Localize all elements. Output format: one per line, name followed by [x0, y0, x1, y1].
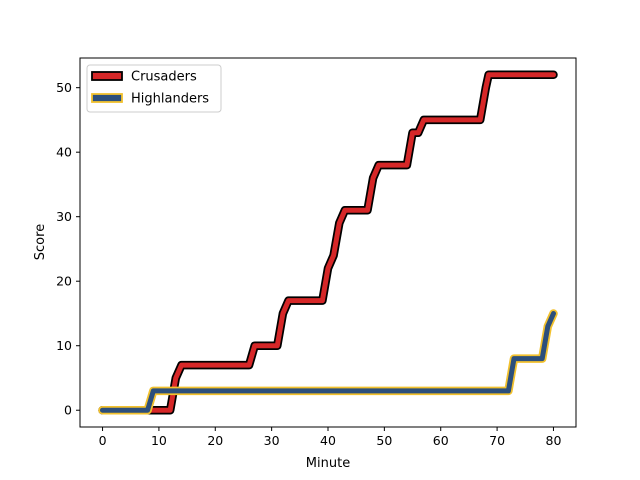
ticks-layer: 0 10 20 30 40 50 60 70 80 0 10 20 30 40 50	[56, 80, 561, 448]
legend-swatch	[91, 71, 123, 81]
x-tick-label: 0	[99, 433, 107, 448]
y-tick-label: 30	[56, 209, 72, 224]
y-tick-label: 20	[56, 274, 72, 289]
x-tick-label: 10	[151, 433, 167, 448]
legend-swatch	[91, 93, 123, 103]
y-axis-label: Score	[33, 224, 48, 260]
y-tick-label: 10	[56, 338, 72, 353]
legend-item-highlanders: Highlanders	[91, 92, 209, 107]
legend-label: Crusaders	[131, 70, 197, 85]
series-line	[100, 311, 556, 413]
series-crusaders	[98, 70, 558, 415]
legend-label: Highlanders	[131, 92, 209, 107]
x-tick-label: 40	[320, 433, 336, 448]
x-tick-label: 70	[489, 433, 505, 448]
x-tick-label: 60	[433, 433, 449, 448]
y-tick-label: 50	[56, 80, 72, 95]
x-axis-label: Minute	[306, 456, 350, 471]
x-tick-label: 20	[207, 433, 223, 448]
legend-item-crusaders: Crusaders	[91, 70, 197, 85]
y-tick-label: 0	[64, 403, 72, 418]
x-tick-label: 80	[546, 433, 562, 448]
series-layer	[98, 70, 558, 415]
series-highlanders	[98, 309, 558, 415]
x-tick-label: 30	[264, 433, 280, 448]
legend: Crusaders Highlanders	[86, 64, 222, 113]
x-tick-label: 50	[376, 433, 392, 448]
series-line	[100, 72, 556, 413]
y-tick-label: 40	[56, 145, 72, 160]
